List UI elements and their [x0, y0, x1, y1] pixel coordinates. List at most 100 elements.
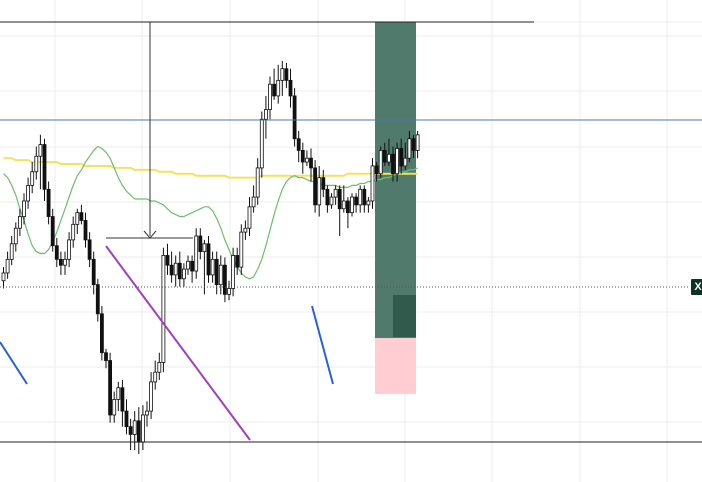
candle[interactable] — [329, 196, 334, 206]
target-zone[interactable] — [375, 22, 416, 338]
candle[interactable] — [411, 138, 416, 151]
candle[interactable] — [333, 188, 338, 198]
candle[interactable] — [124, 410, 129, 428]
candle[interactable] — [374, 165, 379, 175]
candle[interactable] — [391, 153, 395, 175]
candle[interactable] — [206, 243, 211, 276]
candle[interactable] — [280, 68, 285, 81]
candle[interactable] — [71, 223, 76, 241]
candle[interactable] — [210, 258, 215, 276]
candle[interactable] — [231, 255, 236, 289]
candle[interactable] — [177, 262, 182, 280]
candle[interactable] — [100, 313, 104, 354]
candle[interactable] — [214, 258, 219, 286]
candle[interactable] — [190, 260, 195, 272]
candle[interactable] — [255, 167, 260, 198]
candle[interactable] — [132, 420, 137, 435]
candle[interactable] — [63, 258, 67, 266]
candle[interactable] — [116, 387, 121, 400]
candle[interactable] — [268, 83, 272, 110]
candle[interactable] — [321, 177, 326, 190]
candle[interactable] — [251, 196, 256, 208]
moving-average-fast-line[interactable] — [3, 145, 418, 280]
candle[interactable] — [247, 206, 252, 229]
candle[interactable] — [403, 157, 408, 167]
candle[interactable] — [169, 264, 174, 276]
candle[interactable] — [149, 381, 154, 412]
trendline-blue-left[interactable] — [0, 341, 28, 385]
candle[interactable] — [309, 157, 313, 169]
candle[interactable] — [288, 79, 293, 97]
candle[interactable] — [354, 196, 359, 206]
candle[interactable] — [67, 239, 71, 260]
candle[interactable] — [38, 144, 43, 157]
candle[interactable] — [337, 188, 342, 210]
candle[interactable] — [300, 149, 305, 163]
candle[interactable] — [120, 387, 125, 412]
candle[interactable] — [140, 414, 145, 443]
candle[interactable] — [366, 200, 371, 206]
candle[interactable] — [145, 410, 149, 416]
candle[interactable] — [75, 212, 80, 225]
candle[interactable] — [136, 420, 141, 443]
candle[interactable] — [22, 200, 26, 217]
candle[interactable] — [325, 188, 330, 206]
candle[interactable] — [370, 165, 375, 202]
candle[interactable] — [284, 68, 289, 81]
candle[interactable] — [239, 231, 244, 268]
candle[interactable] — [382, 149, 387, 163]
candle[interactable] — [5, 258, 10, 274]
candle[interactable] — [198, 235, 203, 252]
candle[interactable] — [59, 258, 63, 266]
candle[interactable] — [296, 138, 301, 151]
candle[interactable] — [243, 227, 248, 233]
candle[interactable] — [378, 149, 383, 175]
candle[interactable] — [42, 144, 47, 190]
candle[interactable] — [161, 255, 166, 363]
candle[interactable] — [386, 153, 391, 163]
moving-average-slow-line[interactable] — [3, 157, 418, 179]
candle[interactable] — [165, 255, 170, 266]
candle[interactable] — [415, 134, 420, 151]
trendline-blue-right[interactable] — [311, 305, 334, 385]
candle[interactable] — [54, 245, 59, 260]
candle[interactable] — [313, 167, 318, 206]
candle[interactable] — [259, 118, 264, 169]
candle[interactable] — [317, 177, 322, 206]
candle[interactable] — [30, 171, 35, 186]
candle[interactable] — [46, 188, 51, 217]
trendline-purple[interactable] — [105, 245, 251, 441]
candle[interactable] — [95, 284, 100, 315]
candle[interactable] — [407, 138, 412, 159]
candle[interactable] — [157, 362, 162, 373]
candle[interactable] — [13, 227, 18, 245]
candle[interactable] — [1, 272, 6, 282]
candle[interactable] — [9, 243, 14, 260]
candle[interactable] — [350, 196, 354, 214]
candle[interactable] — [186, 260, 190, 270]
candle[interactable] — [26, 185, 31, 202]
candle[interactable] — [112, 399, 117, 416]
candle[interactable] — [104, 352, 108, 361]
candle[interactable] — [83, 220, 88, 241]
candle[interactable] — [79, 212, 84, 221]
candle[interactable] — [341, 200, 346, 210]
candle[interactable] — [272, 83, 277, 97]
candle[interactable] — [235, 255, 240, 268]
candle[interactable] — [173, 262, 178, 276]
candle[interactable] — [153, 371, 158, 383]
candle[interactable] — [227, 288, 231, 295]
candle[interactable] — [194, 235, 199, 272]
candle[interactable] — [202, 243, 207, 252]
candle[interactable] — [362, 188, 367, 206]
candle[interactable] — [395, 148, 400, 175]
candle[interactable] — [304, 157, 309, 163]
candle[interactable] — [358, 188, 363, 206]
candle[interactable] — [292, 95, 297, 140]
candle[interactable] — [218, 264, 223, 286]
candle[interactable] — [263, 109, 268, 120]
candle[interactable] — [34, 155, 39, 173]
stop-zone[interactable] — [375, 338, 416, 394]
